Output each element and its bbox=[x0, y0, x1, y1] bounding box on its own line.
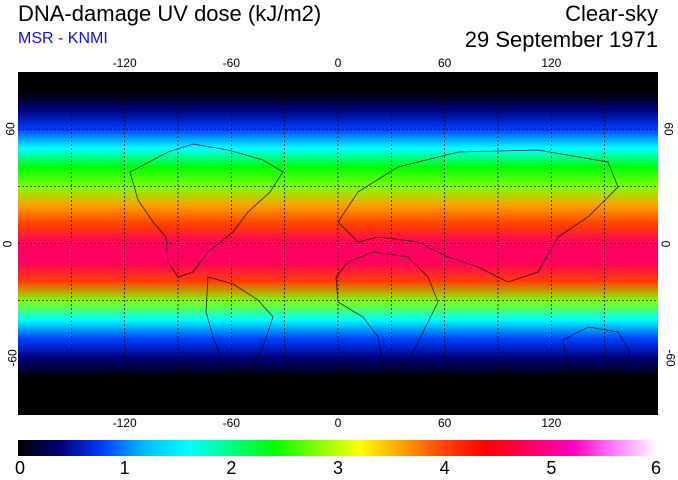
north-america-coast bbox=[129, 143, 284, 278]
lat-tick-label: 0 bbox=[0, 240, 15, 247]
colorbar bbox=[18, 440, 658, 456]
lon-tick-label: -120 bbox=[112, 416, 137, 430]
map-date: 29 September 1971 bbox=[464, 27, 658, 52]
lon-tick-label: -60 bbox=[222, 416, 240, 430]
eurasia-coast bbox=[337, 149, 619, 283]
lon-tick-label: 0 bbox=[334, 416, 342, 430]
colorbar-label: 4 bbox=[439, 458, 450, 478]
lat-tick-label: -60 bbox=[5, 349, 20, 367]
lat-tick-label: 0 bbox=[658, 240, 673, 247]
lon-tick-label: -120 bbox=[112, 56, 137, 70]
africa-coast bbox=[335, 251, 439, 373]
lon-tick-label: 60 bbox=[437, 416, 452, 430]
uv-dose-map bbox=[18, 72, 658, 415]
map-title: DNA-damage UV dose (kJ/m2) bbox=[18, 1, 322, 26]
colorbar-label: 1 bbox=[119, 458, 130, 478]
lat-tick-label: 60 bbox=[661, 122, 676, 136]
land-outlines bbox=[129, 143, 631, 391]
source-label: MSR - KNMI bbox=[18, 30, 108, 47]
colorbar-label: 5 bbox=[546, 458, 557, 478]
lon-tick-label: 0 bbox=[334, 56, 342, 70]
lon-ticks-bottom: -120 -60 0 60 120 bbox=[18, 416, 658, 430]
australia-coast bbox=[562, 326, 631, 378]
lat-tick-label: 60 bbox=[3, 122, 18, 136]
sky-condition: Clear-sky bbox=[565, 1, 658, 26]
lon-tick-label: 120 bbox=[541, 416, 562, 430]
colorbar-label: 6 bbox=[650, 458, 662, 478]
colorbar-label: 0 bbox=[14, 458, 26, 478]
colorbar-label: 3 bbox=[332, 458, 344, 478]
lon-ticks-top: -120 -60 0 60 120 bbox=[18, 56, 658, 70]
lon-tick-label: -60 bbox=[222, 56, 240, 70]
lat-tick-label: -60 bbox=[663, 349, 678, 367]
colorbar-labels: 0 1 2 3 4 5 6 bbox=[14, 458, 662, 478]
colorbar-label: 2 bbox=[226, 458, 237, 478]
lon-tick-label: 60 bbox=[437, 56, 452, 70]
lon-tick-label: 120 bbox=[541, 56, 562, 70]
south-america-coast bbox=[205, 276, 274, 391]
graticule bbox=[18, 72, 658, 415]
